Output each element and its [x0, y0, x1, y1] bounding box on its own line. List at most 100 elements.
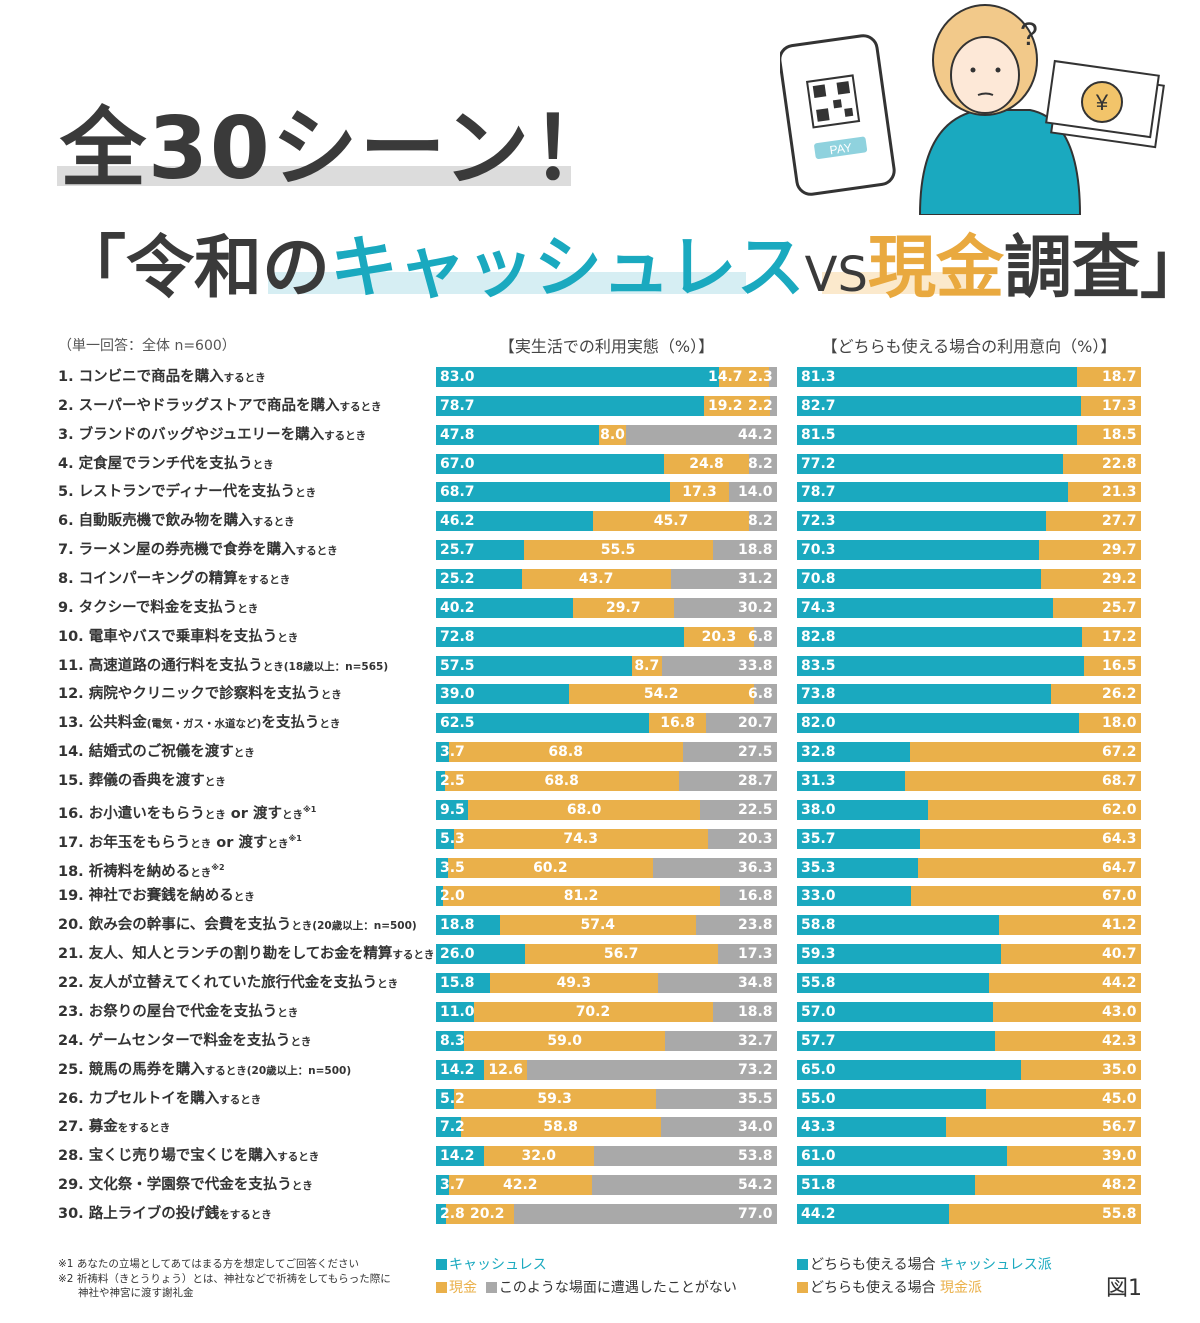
title-open: 「令和の — [58, 229, 331, 308]
value-label: 7.2 — [440, 1119, 465, 1136]
value-label: 82.8 — [801, 628, 836, 645]
never-segment — [712, 1001, 777, 1022]
value-label: 44.2 — [801, 1205, 836, 1222]
legend-swatch — [797, 1282, 808, 1293]
value-label: 51.8 — [801, 1177, 836, 1194]
value-label: 64.3 — [1102, 830, 1137, 847]
row-label-part: ※2 — [211, 862, 225, 872]
usage-bar: 47.8 8.0 44.2 — [436, 424, 777, 445]
cashless-segment — [436, 395, 705, 416]
row-label: 24. ゲームセンターで料金を支払うとき — [58, 1031, 311, 1051]
cash-segment — [1052, 597, 1141, 618]
value-label: 57.0 — [801, 1003, 836, 1020]
intent-bar: 35.7 64.3 — [797, 828, 1141, 849]
value-label: 34.0 — [738, 1119, 773, 1136]
value-label: 70.2 — [575, 1003, 611, 1020]
intent-bar: 38.0 62.0 — [797, 799, 1141, 820]
never-segment — [661, 1117, 777, 1138]
value-label: 42.2 — [502, 1177, 538, 1194]
value-label: 2.5 — [440, 773, 465, 790]
cash-segment — [945, 1117, 1141, 1138]
usage-bar: 67.0 24.8 8.2 — [436, 453, 777, 474]
value-label: 68.0 — [566, 801, 602, 818]
value-label: 72.3 — [801, 513, 836, 530]
row-label-part: 19. 神社でお賽銭を納める — [58, 888, 234, 905]
legend-label: 現金派 — [940, 1280, 983, 1296]
row-label-part: するとき(20歳以上：n=500) — [204, 1064, 352, 1077]
figure-label: 図1 — [1106, 1276, 1142, 1301]
row-label: 6. 自動販売機で飲み物を購入するとき — [58, 511, 295, 531]
usage-bar: 83.0 14.7 2.3 — [436, 367, 777, 387]
value-label: 57.4 — [580, 917, 616, 934]
cash-highlight — [822, 272, 970, 294]
value-label: 25.2 — [440, 571, 475, 588]
value-label: 56.7 — [1102, 1119, 1137, 1136]
value-label: 58.8 — [543, 1119, 578, 1136]
legend-label: 現金 — [449, 1280, 477, 1296]
intent-bar: 33.0 67.0 — [797, 886, 1141, 907]
row-label: 27. 募金をするとき — [58, 1117, 170, 1137]
never-segment — [514, 1203, 777, 1224]
row-label-part: するとき — [295, 545, 338, 558]
intent-bar: 81.5 18.5 — [797, 424, 1141, 445]
footnote-2: ※2 祈祷料（きとうりょう）とは、神社などで祈祷をしてもらった際に — [58, 1273, 391, 1285]
intent-bar: 82.8 17.2 — [797, 626, 1141, 647]
value-label: 18.8 — [738, 1003, 773, 1020]
row-label-part: とき — [190, 866, 212, 879]
cash-icon: ¥ — [1045, 59, 1165, 149]
cashless-segment — [797, 1117, 946, 1138]
cash-segment — [1045, 511, 1141, 532]
never-segment — [695, 915, 777, 936]
row-label-part: 6. 自動販売機で飲み物を購入 — [58, 513, 253, 530]
title-cashless: キャッシュレス — [330, 229, 805, 308]
legend-swatch — [436, 1259, 447, 1270]
intent-bar: 35.3 64.7 — [797, 857, 1141, 878]
value-label: 48.2 — [1102, 1177, 1137, 1194]
usage-bar: 14.2 12.6 73.2 — [436, 1059, 777, 1080]
right-chart-title: 【どちらも使える場合の利用意向（%）】 — [821, 337, 1117, 356]
cashless-segment — [797, 1203, 950, 1224]
cash-segment — [1040, 569, 1141, 590]
never-segment — [527, 1059, 777, 1080]
value-label: 33.8 — [738, 657, 773, 674]
intent-bar: 70.8 29.2 — [797, 569, 1141, 590]
intent-bar: 82.0 18.0 — [797, 713, 1141, 734]
title-cash: 現金 — [867, 229, 1004, 308]
cash-segment — [1081, 626, 1141, 647]
row-label: 10. 電車やバスで乗車料を支払うとき — [58, 627, 298, 647]
row-label-part: するとき — [223, 372, 266, 384]
cashless-segment — [797, 973, 989, 994]
row-label-part: とき — [277, 631, 299, 644]
value-label: 2.0 — [440, 888, 465, 905]
value-label: 18.8 — [738, 542, 773, 559]
value-label: 73.2 — [738, 1061, 773, 1078]
usage-bar: 7.2 58.8 34.0 — [436, 1117, 777, 1138]
row-label: 3. ブランドのバッグやジュエリーを購入するとき — [58, 425, 366, 445]
cashless-segment — [436, 453, 665, 474]
row-label-part: を支払う — [261, 715, 320, 732]
usage-bar: 2.8 20.2 77.0 — [436, 1203, 777, 1224]
cashless-segment — [436, 1203, 446, 1224]
value-label: 8.2 — [748, 513, 773, 530]
value-label: 77.0 — [738, 1205, 773, 1222]
value-label: 39.0 — [1102, 1148, 1137, 1165]
row-label-part: するとき — [219, 1093, 262, 1106]
value-label: 83.0 — [440, 369, 475, 385]
row-label-part: 7. ラーメン屋の券売機で食券を購入 — [58, 542, 296, 559]
value-label: 30.2 — [738, 599, 773, 616]
row-label: 29. 文化祭・学園祭で代金を支払うとき — [58, 1175, 313, 1195]
intent-bar: 70.3 29.7 — [797, 540, 1141, 561]
cash-segment — [484, 1146, 594, 1167]
value-label: 11.0 — [440, 1003, 475, 1020]
value-label: 12.6 — [488, 1061, 523, 1078]
row-label-part: するとき — [339, 400, 382, 413]
value-label: 35.0 — [1102, 1061, 1137, 1078]
intent-bar: 57.7 42.3 — [797, 1030, 1141, 1051]
row-label-part: 26. カプセルトイを購入 — [58, 1090, 220, 1107]
cash-segment — [995, 1030, 1141, 1051]
intent-bar: 58.8 41.2 — [797, 915, 1141, 936]
value-label: 21.3 — [1102, 484, 1137, 501]
row-label-part: 16. お小遣いをもらう — [58, 805, 205, 822]
value-label: 5.2 — [440, 1090, 465, 1107]
value-label: 83.5 — [801, 657, 836, 674]
